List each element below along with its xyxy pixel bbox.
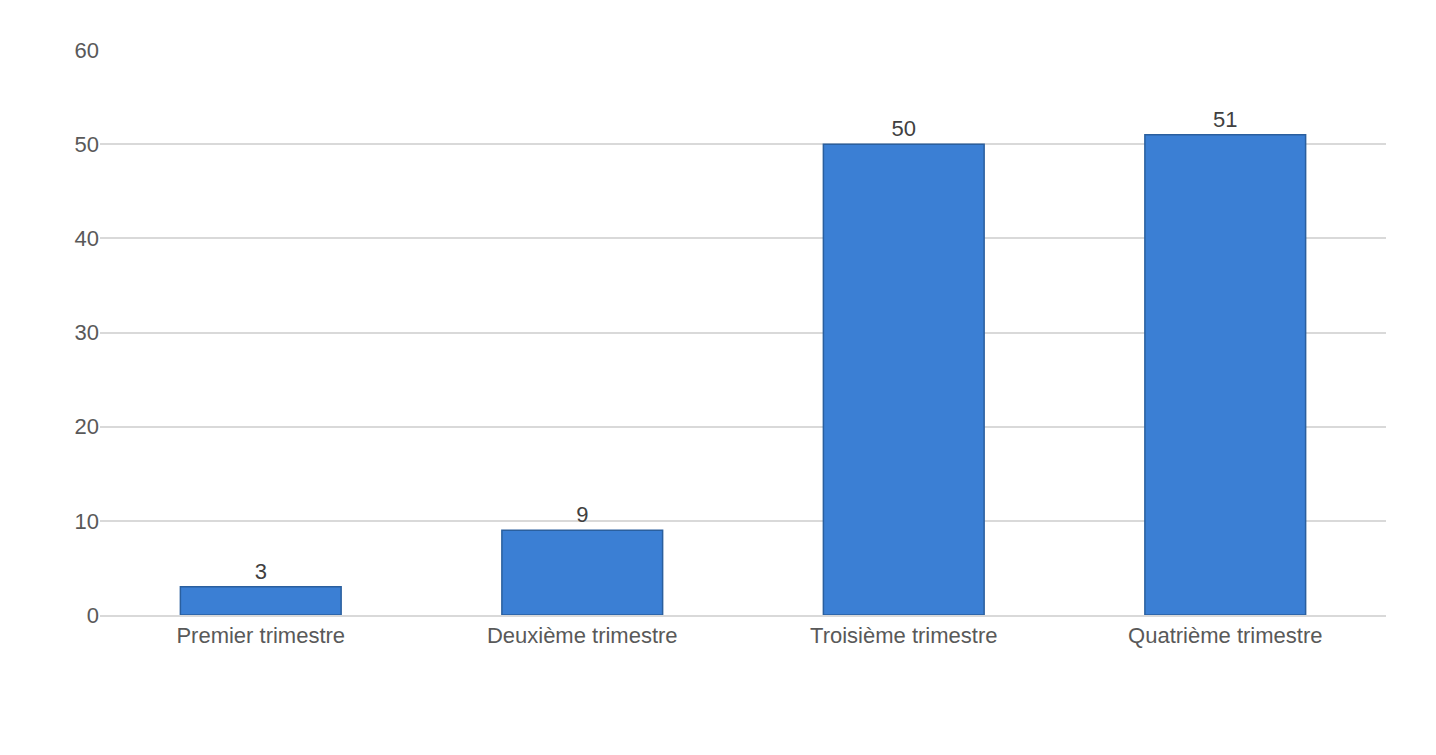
svg-text:Quatrième trimestre: Quatrième trimestre: [1128, 623, 1322, 648]
svg-text:10: 10: [75, 509, 99, 534]
svg-text:20: 20: [75, 414, 99, 439]
svg-text:0: 0: [87, 603, 99, 628]
svg-text:9: 9: [576, 502, 588, 527]
svg-text:50: 50: [75, 132, 99, 157]
svg-text:3: 3: [255, 559, 267, 584]
svg-text:40: 40: [75, 226, 99, 251]
svg-text:51: 51: [1213, 107, 1237, 132]
svg-text:30: 30: [75, 320, 99, 345]
svg-text:Premier trimestre: Premier trimestre: [176, 623, 345, 648]
svg-text:Deuxième trimestre: Deuxième trimestre: [487, 623, 678, 648]
svg-text:60: 60: [75, 38, 99, 63]
svg-text:Troisième trimestre: Troisième trimestre: [810, 623, 997, 648]
svg-text:50: 50: [892, 116, 916, 141]
